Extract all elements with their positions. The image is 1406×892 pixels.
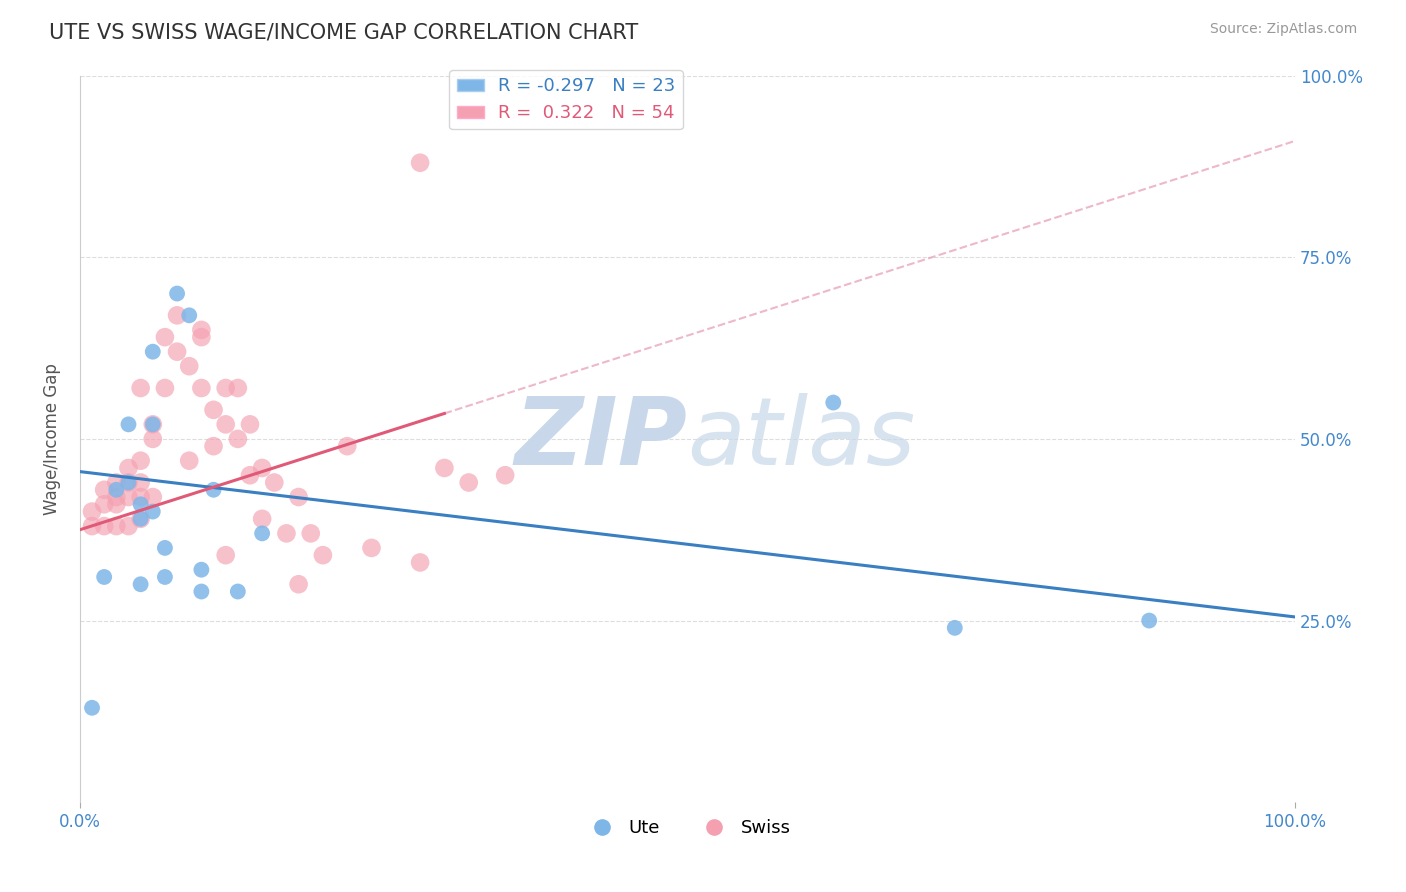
Point	[179, 453, 201, 467]
Point	[215, 417, 238, 432]
Legend: Ute, Swiss: Ute, Swiss	[576, 812, 799, 844]
Point	[276, 526, 298, 541]
Point	[93, 483, 115, 497]
Point	[336, 439, 359, 453]
Point	[409, 556, 432, 570]
Point	[142, 505, 165, 519]
Point	[190, 330, 212, 344]
Point	[215, 548, 238, 562]
Point	[105, 497, 128, 511]
Point	[142, 417, 165, 432]
Point	[179, 309, 201, 323]
Point	[129, 475, 152, 490]
Point	[250, 512, 273, 526]
Point	[117, 461, 139, 475]
Point	[943, 621, 966, 635]
Point	[226, 432, 249, 446]
Point	[226, 584, 249, 599]
Point	[409, 155, 432, 169]
Point	[433, 461, 456, 475]
Point	[166, 286, 188, 301]
Point	[153, 381, 176, 395]
Point	[93, 519, 115, 533]
Text: atlas: atlas	[688, 393, 915, 484]
Point	[105, 475, 128, 490]
Point	[153, 541, 176, 555]
Point	[190, 584, 212, 599]
Point	[117, 417, 139, 432]
Point	[117, 475, 139, 490]
Point	[129, 490, 152, 504]
Point	[142, 344, 165, 359]
Point	[239, 468, 262, 483]
Point	[129, 512, 152, 526]
Point	[166, 309, 188, 323]
Point	[80, 519, 103, 533]
Point	[129, 512, 152, 526]
Point	[215, 381, 238, 395]
Point	[190, 323, 212, 337]
Point	[142, 432, 165, 446]
Point	[299, 526, 322, 541]
Point	[179, 359, 201, 374]
Point	[80, 505, 103, 519]
Point	[129, 381, 152, 395]
Point	[80, 700, 103, 714]
Point	[226, 381, 249, 395]
Point	[823, 395, 845, 409]
Point	[105, 490, 128, 504]
Point	[494, 468, 516, 483]
Point	[239, 417, 262, 432]
Point	[129, 453, 152, 467]
Text: UTE VS SWISS WAGE/INCOME GAP CORRELATION CHART: UTE VS SWISS WAGE/INCOME GAP CORRELATION…	[49, 22, 638, 42]
Point	[1137, 614, 1160, 628]
Point	[129, 577, 152, 591]
Text: Source: ZipAtlas.com: Source: ZipAtlas.com	[1209, 22, 1357, 37]
Point	[93, 497, 115, 511]
Point	[250, 526, 273, 541]
Point	[117, 475, 139, 490]
Point	[263, 475, 285, 490]
Y-axis label: Wage/Income Gap: Wage/Income Gap	[44, 363, 60, 515]
Point	[287, 577, 309, 591]
Point	[202, 439, 225, 453]
Point	[190, 381, 212, 395]
Point	[153, 570, 176, 584]
Point	[142, 490, 165, 504]
Point	[153, 330, 176, 344]
Point	[287, 490, 309, 504]
Point	[190, 563, 212, 577]
Point	[129, 497, 152, 511]
Point	[93, 570, 115, 584]
Point	[142, 417, 165, 432]
Text: ZIP: ZIP	[515, 392, 688, 485]
Point	[457, 475, 479, 490]
Point	[312, 548, 335, 562]
Point	[105, 483, 128, 497]
Point	[166, 344, 188, 359]
Point	[360, 541, 382, 555]
Point	[117, 490, 139, 504]
Point	[117, 519, 139, 533]
Point	[202, 483, 225, 497]
Point	[202, 402, 225, 417]
Point	[105, 519, 128, 533]
Point	[250, 461, 273, 475]
